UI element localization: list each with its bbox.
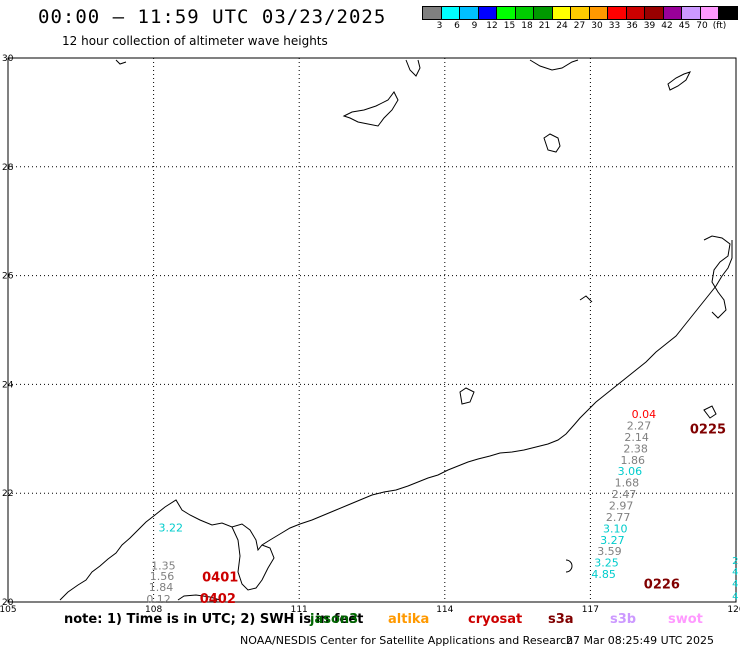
track-label: 0225 [690, 422, 726, 437]
taiwan-coast [703, 235, 731, 319]
swh-value: 3.10 [603, 522, 628, 535]
swh-value: 2.47 [612, 488, 637, 501]
coast-fragment-4 [543, 133, 561, 153]
colorbar-label: 21 [538, 21, 551, 31]
lon-tick-label: 114 [436, 605, 453, 615]
colorbar-label: 27 [573, 21, 586, 31]
coast-fragment-9 [579, 295, 593, 303]
axis-ticks: 302826242220105108111114117120 [0, 54, 740, 615]
colorbar-label: 70 [696, 21, 708, 31]
swh-value: 4.85 [591, 568, 616, 581]
coast-fragment-6 [115, 59, 127, 65]
map-grid [7, 57, 737, 603]
satellite-jason3: jason3 [310, 612, 359, 627]
coast-fragment-7 [459, 387, 475, 405]
colorbar-label: 45 [678, 21, 691, 31]
lat-tick-label: 26 [2, 272, 14, 282]
colorbar-label: 36 [626, 21, 638, 31]
track-labels: 0225 0226 0401 0402 [200, 422, 726, 607]
colorbar-labels: 3 6 9 12 15 18 21 24 27 30 33 36 39 42 45 70 (ft) [422, 21, 740, 35]
mainland-coastline [59, 240, 733, 601]
footer-source: NOAA/NESDIS Center for Satellite Applica… [240, 634, 574, 647]
colorbar-label: 42 [661, 21, 673, 31]
coast-fragment-3 [529, 59, 579, 71]
swh-value: 1.86 [620, 454, 645, 467]
observation-values: 0.042.272.142.381.863.061.682.472.972.77… [146, 408, 656, 606]
footer-timestamp: 27 Mar 08:25:49 UTC 2025 [566, 634, 714, 647]
wave-height-colorbar [422, 6, 738, 20]
colorbar-label: 18 [521, 21, 533, 31]
leizhou-peninsula [231, 526, 275, 591]
colorbar-label: 30 [591, 21, 603, 31]
colorbar-label: 24 [556, 21, 568, 31]
swh-value: 2.27 [627, 420, 652, 433]
satellite-altika: altika [388, 612, 430, 627]
lat-tick-label: 28 [2, 163, 14, 173]
swh-value: 1.56 [150, 570, 175, 583]
track-label: 0401 [202, 570, 238, 585]
swh-value: 0.04 [632, 408, 657, 421]
swh-value: 1.35 [151, 559, 176, 572]
satellite-swot: swot [668, 612, 703, 627]
lat-tick-label: 20 [2, 598, 14, 608]
swh-value: 2.77 [606, 511, 631, 524]
colorbar-label: (ft) [712, 21, 727, 31]
edge-value: 2 [732, 556, 738, 567]
swh-value: 3.27 [600, 534, 625, 547]
edge-value: 4 [732, 579, 738, 590]
track-label: 0402 [200, 592, 236, 607]
island-ring [565, 559, 573, 573]
note-text: note: 1) Time is in UTC; 2) SWH is in fe… [64, 612, 364, 627]
swh-value: 2.14 [624, 431, 649, 444]
lat-tick-label: 22 [2, 489, 13, 499]
coastline [59, 59, 733, 601]
map-frame [7, 57, 737, 603]
map-subtitle: 12 hour collection of altimeter wave hei… [62, 34, 328, 48]
colorbar-label: 6 [454, 21, 460, 31]
swh-value: 1.84 [149, 581, 174, 594]
coast-fragment-8 [703, 405, 717, 419]
satellite-s3b: s3b [610, 612, 637, 627]
swh-value: 1.68 [615, 477, 640, 490]
colorbar-label: 9 [471, 21, 478, 31]
satellite-s3a: s3a [548, 612, 574, 627]
lon-tick-label: 105 [0, 605, 17, 615]
swh-value: 3.06 [618, 465, 643, 478]
swh-value: 3.25 [594, 557, 619, 570]
colorbar-label: 33 [608, 21, 621, 31]
colorbar-label: 39 [643, 21, 656, 31]
edge-value: 4 [732, 591, 738, 602]
colorbar-label: 12 [486, 21, 498, 31]
lon-tick-label: 111 [291, 605, 308, 615]
swh-value: 3.22 [158, 521, 183, 534]
lon-tick-label: 117 [582, 605, 599, 615]
edge-value: 4 [732, 567, 738, 578]
coast-fragment-2 [405, 59, 421, 77]
map-title: 00:00 – 11:59 UTC 03/23/2025 [38, 6, 387, 28]
swh-value: 3.59 [597, 545, 622, 558]
swh-value: 2.38 [623, 442, 648, 455]
hainan-coast [177, 594, 221, 601]
colorbar-swatch [718, 6, 738, 20]
satellite-cryosat: cryosat [468, 612, 523, 627]
lat-tick-label: 24 [2, 380, 14, 390]
colorbar-label: 3 [436, 21, 443, 31]
lon-tick-label: 108 [145, 605, 162, 615]
colorbar-label: 15 [503, 21, 516, 31]
swh-value: 2.97 [609, 500, 634, 513]
coast-fragment-1 [342, 91, 399, 127]
track-label: 0226 [644, 577, 680, 592]
swh-value: 0.12 [146, 593, 171, 606]
lon-tick-label: 120 [727, 605, 740, 615]
coast-fragment-5 [667, 71, 691, 91]
lat-tick-label: 30 [2, 54, 14, 64]
